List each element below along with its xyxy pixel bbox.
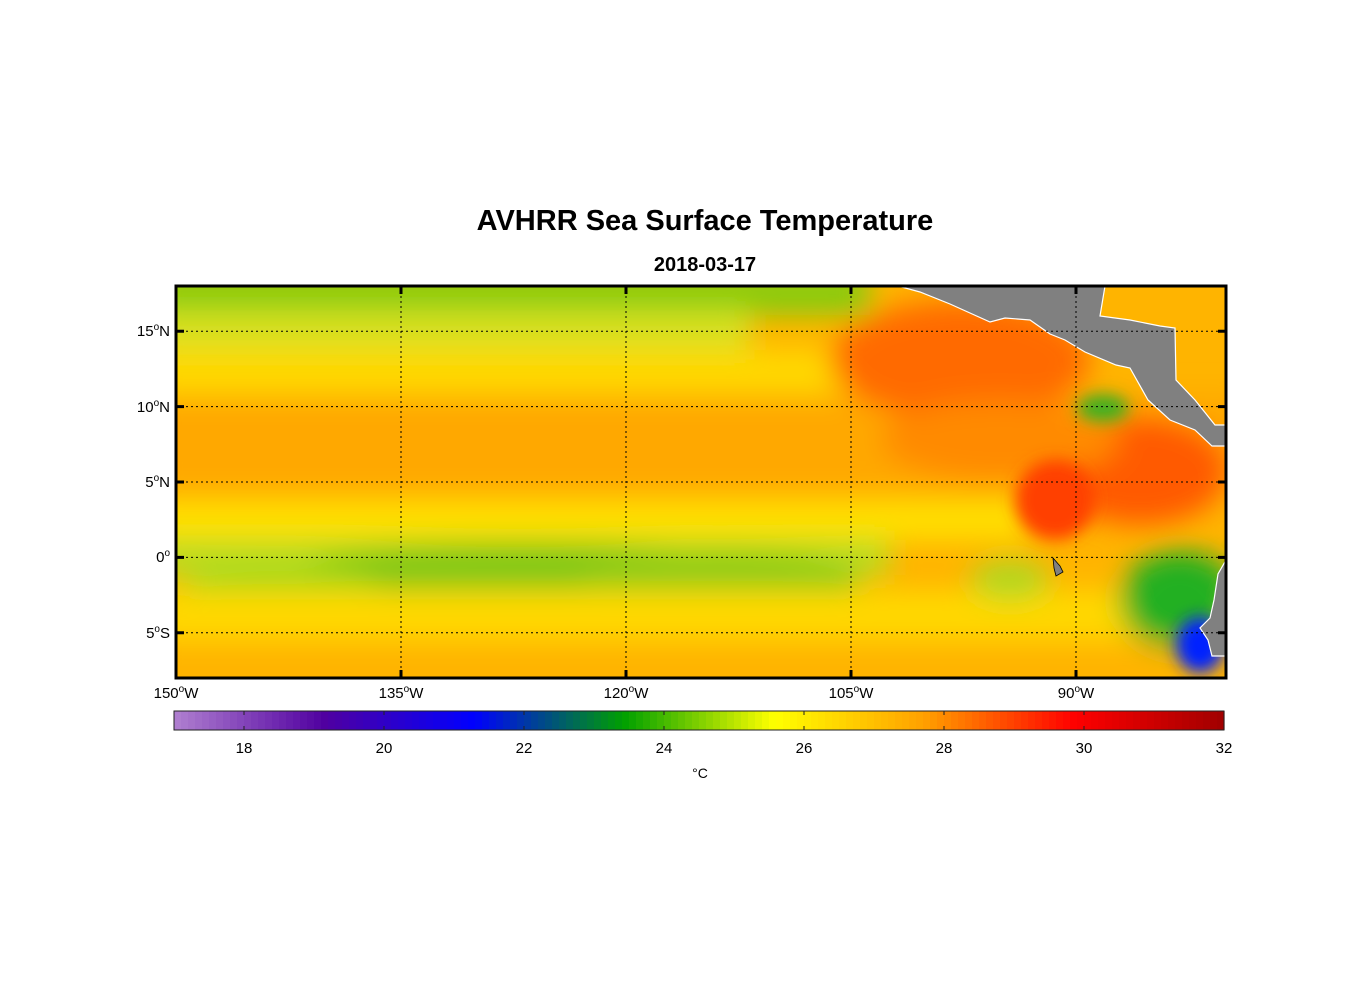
map-subtitle: 2018-03-17 <box>653 254 757 276</box>
sst-field <box>176 286 1226 678</box>
colorbar-tick-label: 28 <box>935 740 953 757</box>
colorbar-tick-label: 20 <box>375 740 393 757</box>
lon-label: 150oW <box>153 684 199 702</box>
colorbar-tick-label: 24 <box>655 740 673 757</box>
colorbar-tick-label: 22 <box>515 740 533 757</box>
lat-label: 15oN <box>136 322 170 341</box>
colorbar-tick-label: 18 <box>235 740 253 757</box>
graticule <box>176 286 1226 678</box>
lon-label: 105oW <box>828 684 874 702</box>
lon-label: 135oW <box>378 684 424 702</box>
colorbar-units: °C <box>692 765 708 781</box>
colorbar-tick-label: 26 <box>795 740 813 757</box>
lat-label: 0o <box>156 548 170 567</box>
lon-label: 90oW <box>1057 684 1095 702</box>
lat-label: 5oS <box>146 623 170 642</box>
lat-label: 10oN <box>136 397 170 416</box>
colorbar-tick-label: 32 <box>1215 740 1233 757</box>
colorbar-tick-label: 30 <box>1075 740 1093 757</box>
map-title: AVHRR Sea Surface Temperature <box>476 205 934 237</box>
lat-label: 5oN <box>145 473 170 491</box>
map-ticks <box>174 286 1226 678</box>
lon-label: 120oW <box>603 684 649 702</box>
